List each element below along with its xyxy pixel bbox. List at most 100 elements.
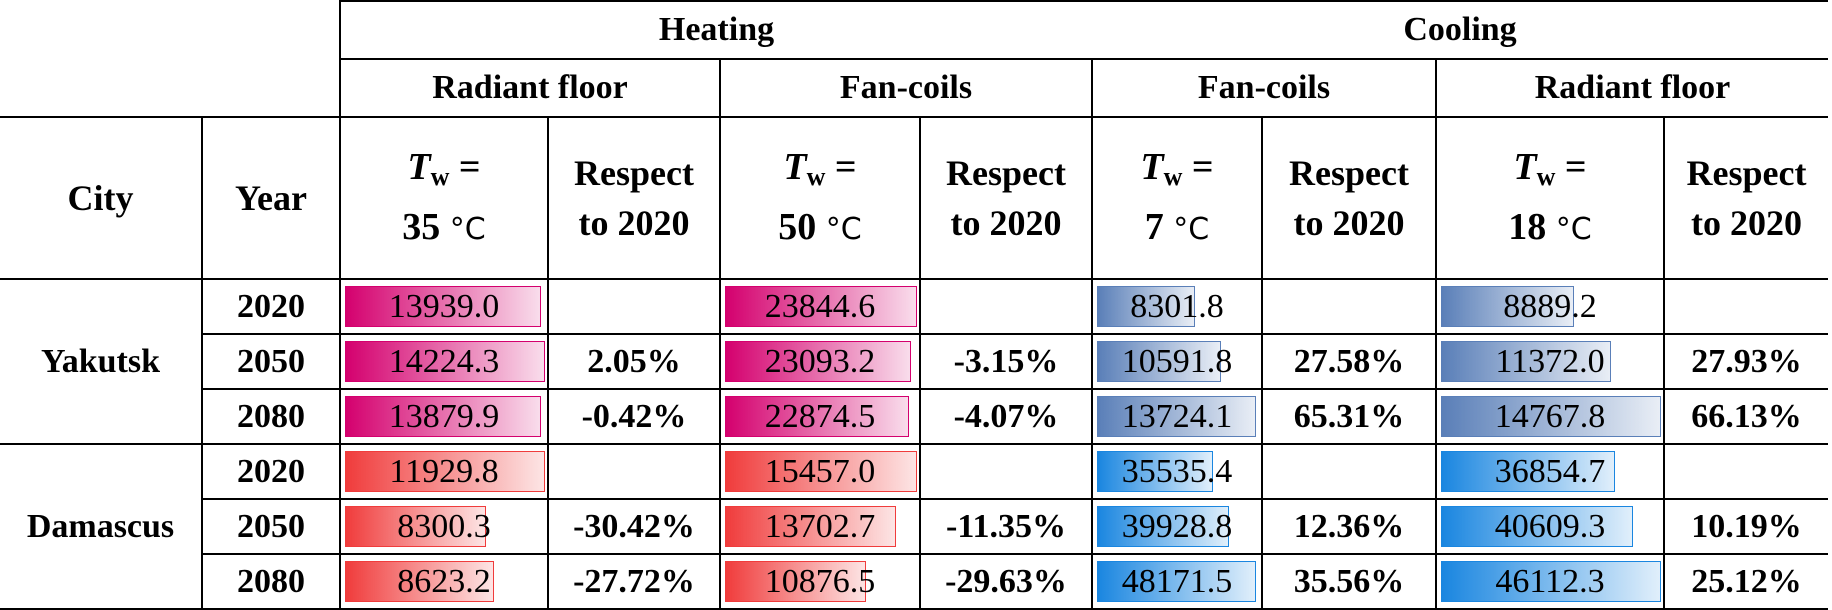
data-bar: [1441, 561, 1661, 602]
value-cell-cf: 35535.4: [1091, 443, 1262, 499]
year-cell: 2050: [201, 333, 340, 389]
respect-header-3: Respect to 2020: [1261, 116, 1436, 279]
data-bar: [1441, 506, 1633, 547]
corner-cell: [0, 1, 340, 117]
value-cell-hr: 13939.0: [339, 278, 548, 334]
data-bar: [1097, 561, 1256, 602]
respect-cell-cf: [1261, 278, 1436, 334]
year-cell: 2080: [201, 553, 340, 610]
respect-cell-hr: [547, 443, 720, 499]
data-bar: [725, 561, 866, 602]
data-bar: [1097, 506, 1229, 547]
value-cell-cr: 36854.7: [1435, 443, 1664, 499]
heating-radiant-floor: Radiant floor: [339, 58, 720, 117]
value-cell-cf: 39928.8: [1091, 498, 1262, 554]
value-cell-cr: 8889.2: [1435, 278, 1664, 334]
data-bar: [725, 341, 912, 382]
value-cell-hf: 13702.7: [719, 498, 920, 554]
value-text: 36854.7: [1494, 452, 1606, 490]
data-bar: [345, 506, 486, 547]
year-cell: 2020: [201, 443, 340, 499]
respect-cell-hr: -27.72%: [547, 553, 720, 610]
value-text: 8300.3: [397, 507, 491, 545]
respect-cell-hr: 2.05%: [547, 333, 720, 389]
value-cell-hr: 8300.3: [339, 498, 548, 554]
value-cell-hf: 22874.5: [719, 388, 920, 444]
value-cell-hr: 14224.3: [339, 333, 548, 389]
respect-cell-cf: 65.31%: [1261, 388, 1436, 444]
value-cell-hr: 13879.9: [339, 388, 548, 444]
respect-cell-cr: 66.13%: [1663, 388, 1828, 444]
value-text: 11929.8: [389, 452, 499, 490]
value-text: 23093.2: [764, 342, 876, 380]
value-text: 10876.5: [764, 562, 876, 600]
respect-cell-hf: [919, 278, 1092, 334]
value-text: 14224.3: [388, 342, 500, 380]
table-row: 2080 13879.9 -0.42% 22874.5 -4.07% 13724.1 65.…: [0, 388, 1828, 444]
value-cell-hf: 23093.2: [719, 333, 920, 389]
table-body: Yakutsk 2020 13939.0 23844.6 8301.8 8889.2 205…: [0, 278, 1828, 610]
value-text: 8889.2: [1503, 287, 1597, 325]
data-bar: [345, 286, 542, 327]
year-cell: 2020: [201, 278, 340, 334]
value-text: 13724.1: [1121, 397, 1233, 435]
value-cell-cr: 40609.3: [1435, 498, 1664, 554]
respect-cell-cr: 27.93%: [1663, 333, 1828, 389]
value-cell-cr: 46112.3: [1435, 553, 1664, 610]
value-cell-hr: 11929.8: [339, 443, 548, 499]
respect-cell-hr: -0.42%: [547, 388, 720, 444]
data-bar: [725, 451, 917, 492]
value-text: 48171.5: [1121, 562, 1233, 600]
heating-fan-coils: Fan-coils: [719, 58, 1092, 117]
data-bar: [725, 506, 897, 547]
respect-cell-hf: -4.07%: [919, 388, 1092, 444]
respect-cell-cf: [1261, 443, 1436, 499]
value-cell-hf: 15457.0: [719, 443, 920, 499]
tw-7-header: Tw = 7 °C: [1091, 116, 1262, 279]
value-text: 46112.3: [1495, 562, 1605, 600]
data-bar: [725, 396, 910, 437]
heading-heating: Heating: [339, 0, 1092, 59]
tw-35-header: Tw = 35 °C: [339, 116, 548, 279]
value-text: 35535.4: [1121, 452, 1233, 490]
value-text: 15457.0: [764, 452, 876, 490]
data-bar: [345, 341, 545, 382]
data-bar: [1097, 286, 1195, 327]
data-bar: [1441, 451, 1616, 492]
value-text: 8623.2: [397, 562, 491, 600]
city-header: City: [0, 116, 202, 279]
data-bar: [1097, 341, 1221, 382]
year-header: Year: [201, 116, 340, 279]
respect-cell-cf: 35.56%: [1261, 553, 1436, 610]
value-text: 39928.8: [1121, 507, 1233, 545]
respect-cell-cr: [1663, 443, 1828, 499]
year-cell: 2050: [201, 498, 340, 554]
data-bar: [1097, 396, 1256, 437]
respect-cell-hr: -30.42%: [547, 498, 720, 554]
data-bar: [1097, 451, 1213, 492]
value-cell-hr: 8623.2: [339, 553, 548, 610]
tw-18-header: Tw = 18 °C: [1435, 116, 1664, 279]
respect-cell-cf: 27.58%: [1261, 333, 1436, 389]
respect-cell-hf: -29.63%: [919, 553, 1092, 610]
value-text: 22874.5: [764, 397, 876, 435]
data-bar: [345, 451, 545, 492]
data-bar: [1441, 286, 1574, 327]
city-name: Yakutsk: [0, 278, 202, 444]
value-cell-cr: 11372.0: [1435, 333, 1664, 389]
data-bar: [1441, 396, 1661, 437]
value-cell-cf: 8301.8: [1091, 278, 1262, 334]
value-cell-hf: 10876.5: [719, 553, 920, 610]
tw-50-header: Tw = 50 °C: [719, 116, 920, 279]
value-text: 40609.3: [1494, 507, 1606, 545]
respect-header-1: Respect to 2020: [547, 116, 720, 279]
respect-cell-hr: [547, 278, 720, 334]
value-text: 13702.7: [764, 507, 876, 545]
value-text: 10591.8: [1121, 342, 1233, 380]
value-cell-cr: 14767.8: [1435, 388, 1664, 444]
respect-cell-cr: [1663, 278, 1828, 334]
value-cell-hf: 23844.6: [719, 278, 920, 334]
value-cell-cf: 10591.8: [1091, 333, 1262, 389]
value-text: 13879.9: [388, 397, 500, 435]
